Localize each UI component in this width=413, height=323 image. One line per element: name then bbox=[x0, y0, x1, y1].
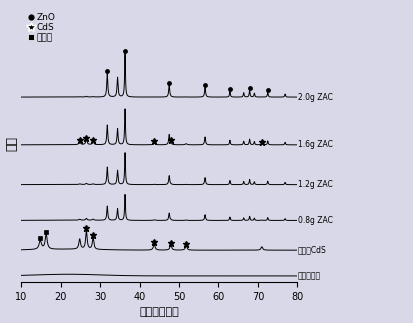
Y-axis label: 强度: 强度 bbox=[5, 136, 19, 151]
Text: 碳化纤维素: 碳化纤维素 bbox=[298, 271, 321, 280]
Legend: ZnO, CdS, 纤维素: ZnO, CdS, 纤维素 bbox=[26, 10, 58, 45]
Text: 1.6g ZAC: 1.6g ZAC bbox=[298, 140, 333, 149]
X-axis label: 衍射角（度）: 衍射角（度） bbox=[140, 307, 179, 318]
Text: 1.2g ZAC: 1.2g ZAC bbox=[298, 180, 333, 189]
Text: 纤维素CdS: 纤维素CdS bbox=[298, 246, 327, 255]
Text: 2.0g ZAC: 2.0g ZAC bbox=[298, 93, 333, 101]
Text: 0.8g ZAC: 0.8g ZAC bbox=[298, 216, 333, 225]
